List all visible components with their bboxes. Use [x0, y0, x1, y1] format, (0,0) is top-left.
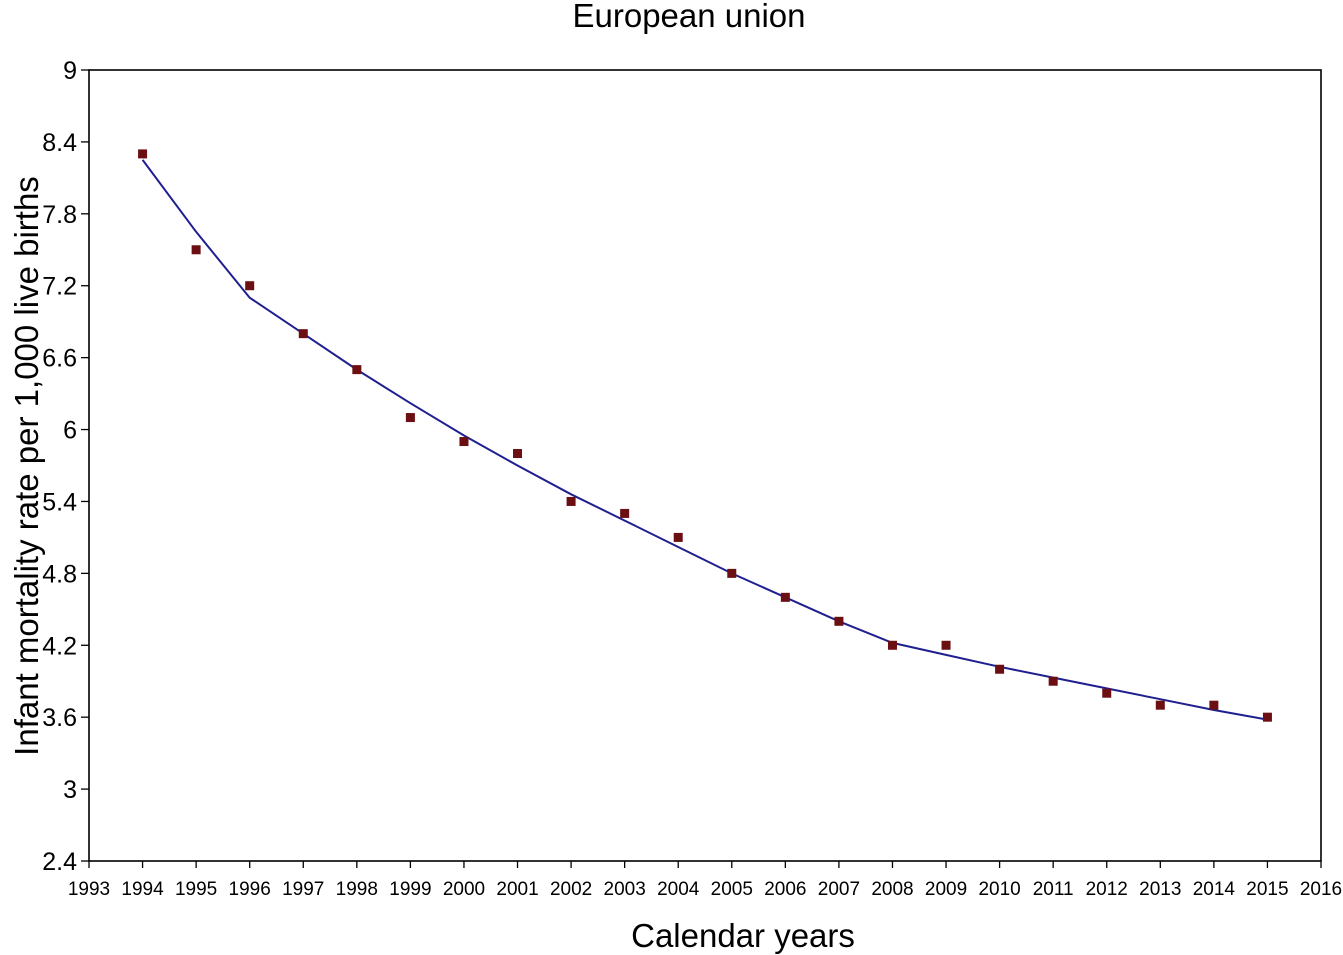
- data-point: [1262, 712, 1272, 722]
- data-point: [138, 149, 148, 159]
- data-point: [459, 437, 469, 447]
- x-tick-label: 2007: [818, 879, 860, 900]
- x-tick-label: 1999: [389, 879, 431, 900]
- x-tick-label: 2003: [604, 879, 646, 900]
- x-tick-label: 2000: [443, 879, 485, 900]
- x-axis: 1993 1994 1995 1996 1997 1998 1999 2000 2001 2002…: [68, 861, 1342, 900]
- x-tick-label: 2014: [1193, 879, 1236, 900]
- data-point: [620, 508, 630, 518]
- data-point: [298, 329, 308, 339]
- y-tick-label: 7.8: [42, 201, 77, 229]
- data-point: [566, 496, 576, 506]
- x-tick-label: 2016: [1300, 879, 1342, 900]
- data-point: [191, 245, 201, 255]
- x-tick-label: 1996: [229, 879, 271, 900]
- x-tick-label: 2004: [657, 879, 700, 900]
- plot-frame: [88, 69, 1322, 862]
- data-point: [887, 640, 897, 650]
- x-tick-label: 2009: [925, 879, 967, 900]
- trend-line: [141, 159, 1268, 721]
- y-tick-label: 2.4: [42, 848, 77, 876]
- data-point: [405, 413, 415, 423]
- x-tick-label: 2002: [550, 879, 592, 900]
- data-point: [834, 616, 844, 626]
- x-tick-label: 2006: [764, 879, 806, 900]
- y-tick-label: 6.6: [42, 345, 77, 373]
- y-tick-label: 4.8: [42, 560, 77, 588]
- data-point: [941, 640, 951, 650]
- x-tick-label: 2001: [496, 879, 538, 900]
- x-tick-label: 2010: [978, 879, 1020, 900]
- x-tick-label: 1995: [175, 879, 217, 900]
- x-tick-label: 2015: [1246, 879, 1288, 900]
- y-tick-label: 7.2: [42, 273, 77, 301]
- x-tick-label: 2008: [871, 879, 913, 900]
- chart-title: European union: [572, 0, 805, 34]
- data-point: [1048, 676, 1058, 686]
- data-point: [1102, 688, 1112, 698]
- data-point: [673, 532, 683, 542]
- y-axis: 2.4 3 3.6 4.2 4.8 5.4 6 6.6 7.2 7.8 8.4 9: [42, 57, 89, 876]
- y-axis-label: Infant mortality rate per 1,000 live bir…: [8, 176, 45, 756]
- y-tick-label: 6: [63, 417, 77, 445]
- y-tick-label: 4.2: [42, 632, 77, 660]
- x-tick-label: 1994: [121, 879, 164, 900]
- data-point: [727, 568, 737, 578]
- x-tick-label: 2012: [1086, 879, 1128, 900]
- data-point: [995, 664, 1005, 674]
- x-tick-label: 2005: [711, 879, 753, 900]
- y-tick-label: 5.4: [42, 488, 77, 516]
- x-tick-label: 2011: [1033, 879, 1074, 900]
- x-axis-label: Calendar years: [631, 917, 855, 954]
- y-tick-label: 8.4: [42, 129, 77, 157]
- x-tick-label: 1993: [68, 879, 110, 900]
- data-point: [1155, 700, 1165, 710]
- data-point: [1209, 700, 1219, 710]
- x-tick-label: 2013: [1139, 879, 1181, 900]
- y-tick-label: 3: [63, 776, 77, 804]
- y-tick-label: 3.6: [42, 704, 77, 732]
- x-tick-label: 1997: [282, 879, 324, 900]
- data-point: [513, 449, 523, 459]
- plot-area: [138, 149, 1272, 722]
- y-tick-label: 9: [63, 57, 77, 85]
- data-point: [352, 365, 362, 375]
- data-point: [245, 281, 255, 291]
- x-tick-label: 1998: [336, 879, 378, 900]
- data-point: [780, 592, 790, 602]
